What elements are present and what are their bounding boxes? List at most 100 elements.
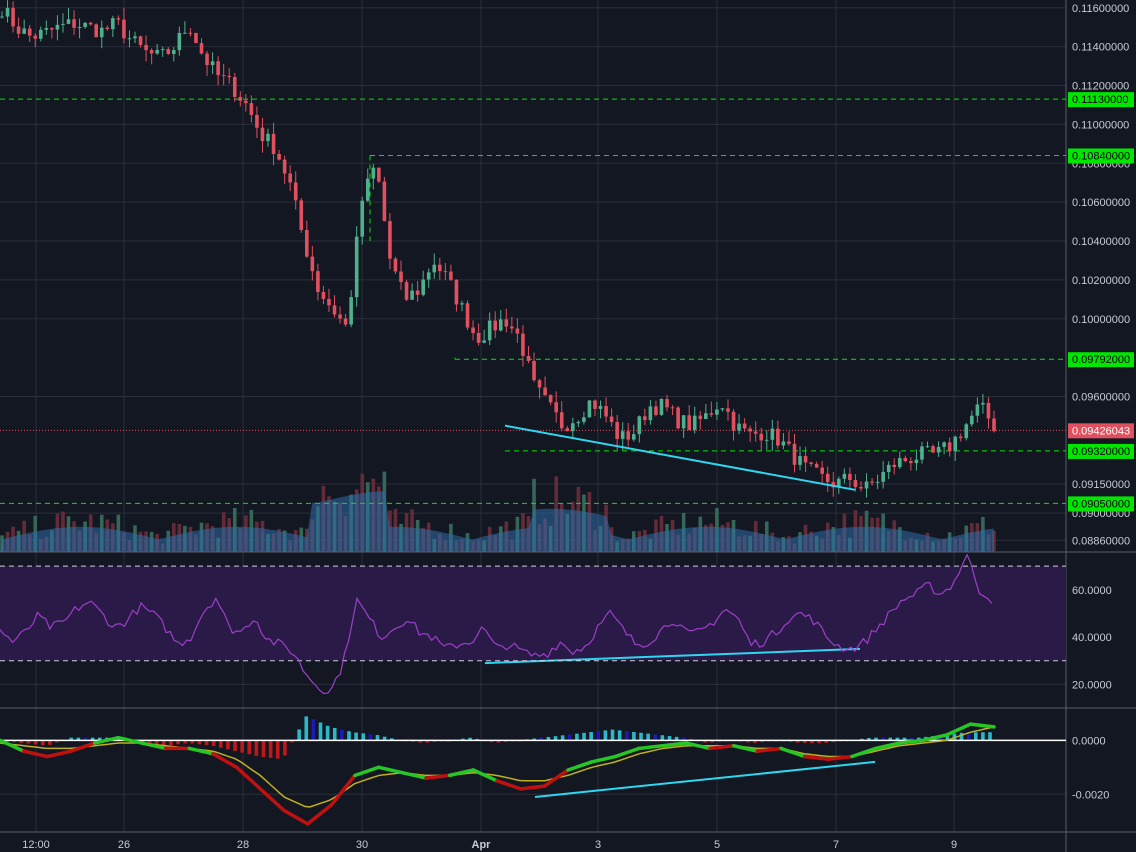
macd-line-segment	[660, 741, 689, 748]
macd-histogram-bar	[304, 716, 309, 741]
candle-body	[305, 230, 309, 257]
macd-line-segment	[424, 773, 452, 780]
candle-body	[138, 36, 143, 45]
price-axis-label: 0.08860000	[1072, 535, 1130, 547]
candle-body	[764, 439, 769, 441]
rsi-axis-label: 60.0000	[1072, 585, 1112, 597]
candle-body	[210, 61, 215, 66]
candle-body	[875, 481, 880, 483]
candle-body	[992, 418, 996, 432]
volume-average-area	[0, 491, 994, 552]
price-axis-label: 0.09150000	[1072, 479, 1130, 491]
candle-body	[327, 298, 331, 306]
macd-histogram-bar	[48, 740, 52, 745]
candle-body	[665, 399, 669, 408]
macd-line-segment	[684, 741, 712, 751]
candle-body	[709, 413, 714, 415]
macd-histogram-bar	[881, 737, 885, 741]
candle-body	[809, 462, 813, 464]
macd-histogram-bar	[311, 719, 316, 741]
macd-histogram-bar	[261, 740, 266, 758]
macd-histogram-bar	[332, 727, 337, 741]
macd-histogram-bar	[389, 738, 394, 741]
price-trend-line	[504, 424, 856, 491]
candle-body	[144, 44, 148, 51]
candle-body	[892, 464, 897, 468]
macd-histogram-bar	[97, 737, 102, 741]
macd-histogram-bar	[183, 740, 187, 744]
macd-histogram-bar	[375, 735, 380, 741]
volume-bars	[0, 471, 996, 552]
candle-body	[759, 433, 764, 441]
time-axis-label: 26	[118, 839, 130, 851]
candle-body	[22, 28, 26, 34]
macd-histogram-bar	[916, 737, 921, 741]
macd-histogram-bar	[632, 731, 636, 741]
macd-line-segment	[518, 784, 547, 791]
candle-body	[5, 7, 10, 17]
price-axis-label: 0.11600000	[1072, 3, 1129, 15]
candle-body	[964, 424, 969, 439]
candle-body	[338, 314, 342, 319]
macd-histogram-bar	[425, 740, 430, 743]
rsi-axis-label: 40.0000	[1072, 632, 1112, 644]
candle-body	[792, 443, 797, 465]
candle-body	[404, 282, 409, 300]
candle-body	[498, 319, 503, 331]
macd-histogram-bar	[33, 740, 38, 745]
macd-histogram-bar	[817, 740, 821, 744]
macd-histogram-bar	[76, 737, 81, 741]
candle-body	[626, 431, 631, 440]
trend-lines	[484, 424, 876, 798]
macd-histogram-bar	[859, 738, 864, 741]
level-label-box	[1068, 92, 1134, 108]
candle-body	[737, 423, 741, 431]
candle-body	[271, 133, 276, 154]
rsi-line	[0, 553, 993, 695]
macd-histogram-bar	[909, 737, 914, 741]
macd-line-segment	[755, 746, 783, 753]
candle-body	[859, 487, 863, 489]
level-label-box	[1068, 148, 1134, 164]
macd-histogram-bar	[603, 730, 608, 741]
candle-body	[803, 456, 808, 463]
candle-body	[515, 328, 520, 334]
macd-line-segment	[589, 754, 618, 764]
candle-body	[33, 35, 38, 39]
macd-histogram-bar	[560, 735, 565, 741]
candle-body	[460, 303, 464, 305]
candle-body	[620, 431, 625, 439]
candle-body	[704, 413, 708, 419]
candle-body	[554, 402, 558, 413]
time-axis-label: 30	[356, 839, 368, 851]
macd-histogram-bar	[532, 738, 536, 741]
candle-body	[886, 464, 891, 473]
macd-histogram-bar	[981, 732, 985, 741]
candle-body	[986, 402, 991, 419]
macd-histogram-bar	[297, 729, 301, 741]
candle-body	[371, 167, 376, 179]
macd-line-segment	[637, 743, 665, 751]
candle-body	[310, 256, 315, 272]
candle-body	[631, 434, 636, 440]
candle-body	[221, 75, 226, 77]
candle-body	[565, 428, 570, 432]
macd-histogram-bar	[553, 736, 558, 741]
macd-line-segment	[211, 752, 239, 770]
candle-body	[814, 463, 819, 468]
macd-histogram-bar	[760, 740, 764, 743]
candle-body	[199, 43, 204, 54]
macd-histogram-bar	[19, 740, 24, 743]
candle-body	[188, 32, 193, 34]
candle-body	[249, 103, 254, 115]
candle-body	[864, 481, 869, 489]
candle-body	[343, 318, 348, 325]
candle-body	[687, 415, 691, 430]
macd-histogram-bar	[283, 740, 287, 756]
macd-histogram-bar	[347, 731, 351, 741]
candle-body	[897, 457, 902, 468]
macd-line-segment	[921, 733, 949, 743]
support-resistance-levels	[0, 98, 1066, 504]
candle-body	[0, 16, 4, 18]
